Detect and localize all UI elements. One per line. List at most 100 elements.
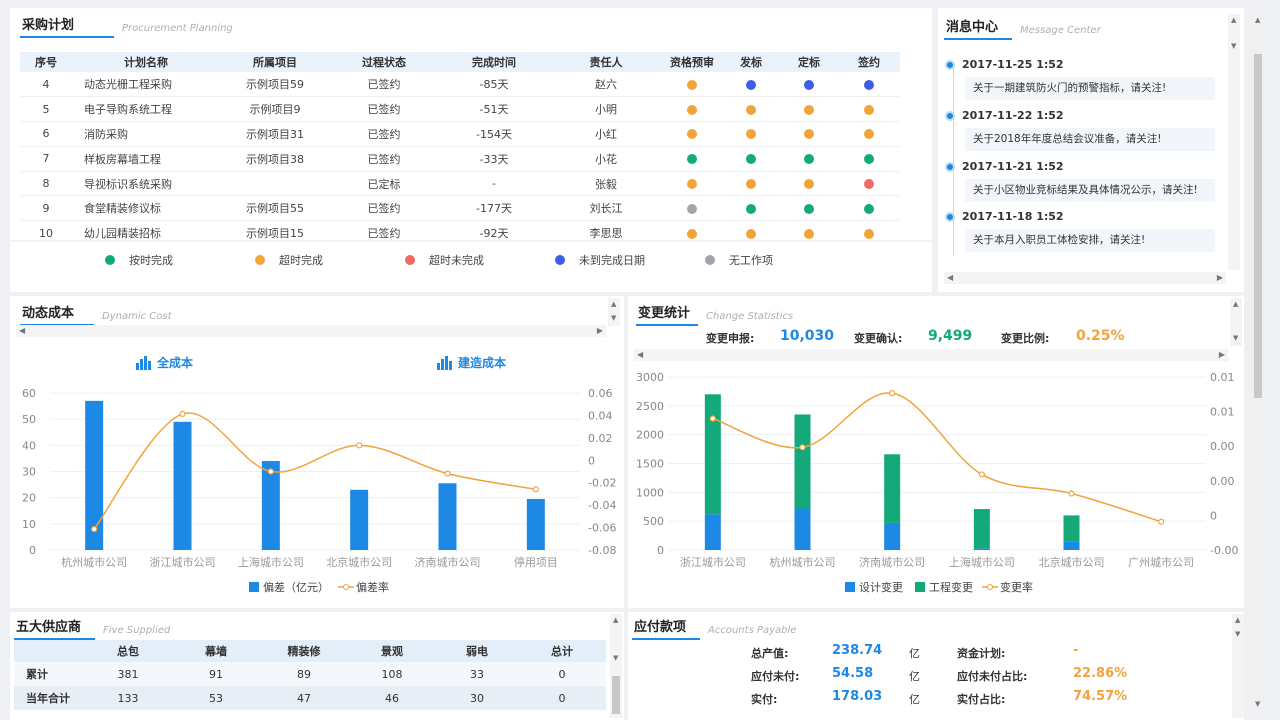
cell-name: 电子导购系统工程 [72,96,220,123]
cell-stage [662,171,722,197]
scroll-left-icon[interactable]: ◀ [19,326,26,335]
change-rate-line [712,392,1162,523]
table-row[interactable]: 7 样板房幕墙工程 示例项目38 已签约 -33天 小花 [20,146,900,172]
table-row[interactable]: 10 幼儿园精装招标 示例项目15 已签约 -92天 李思思 [20,220,900,240]
change-confirm-label: 变更确认: [854,332,903,345]
col-award: 定标 [780,52,838,72]
legend-item[interactable]: 无工作项 [705,252,773,268]
scroll-down-icon[interactable]: ▼ [611,314,617,322]
scroll-left-icon[interactable]: ◀ [637,350,644,359]
cell-stage [780,72,838,98]
change-stats-vscroll[interactable]: ▲ ▼ [1230,298,1242,346]
orange-status-dot [687,228,697,239]
scroll-down-icon[interactable]: ▼ [1233,334,1239,342]
payables-vscroll[interactable]: ▲ ▼ [1232,614,1244,718]
suppliers-title: 五大供应商 Five Supplied [14,610,170,640]
timeline-dot-icon [945,211,955,222]
table-row[interactable]: 4 动态光栅工程采购 示例项目59 已签约 -85天 赵六 [20,72,900,98]
design-change-bar [794,508,811,550]
green-status-dot [864,154,874,165]
paid-label: 实付: [751,693,778,706]
legend-bar-swatch [249,582,259,592]
scroll-up-icon[interactable]: ▲ [1235,616,1241,624]
legend-label: 未到完成日期 [579,254,645,267]
rate-point [267,468,274,475]
cell-stage [662,220,722,240]
orange-status-dot [804,104,814,115]
scroll-up-icon[interactable]: ▲ [1231,16,1237,24]
cell-stage [662,146,722,172]
timeline-dot-icon [945,161,955,172]
cell-time: -92天 [438,220,550,240]
dynamic-cost-title-text: 动态成本 [20,302,95,326]
orange-status-dot [864,104,874,115]
y2-tick-label: 0.01 [1210,406,1235,419]
scroll-right-icon[interactable]: ▶ [1216,273,1223,282]
scroll-up-icon[interactable]: ▲ [613,616,619,624]
page-vscroll[interactable]: ▲ ▼ [1252,14,1264,714]
page-scroll-thumb[interactable] [1254,54,1262,398]
y2-tick-label: 0.00 [1210,440,1235,453]
scroll-left-icon[interactable]: ◀ [947,273,954,282]
dynamic-cost-vscroll[interactable]: ▲ ▼ [608,298,620,326]
y-tick-label: 1000 [636,486,664,499]
cell-stage [838,96,900,123]
cell-no: 10 [20,220,72,240]
scroll-up-icon[interactable]: ▲ [1233,300,1239,308]
procurement-title-text: 采购计划 [20,14,115,38]
table-row[interactable]: 6 消防采购 示例项目31 已签约 -154天 小红 [20,121,900,147]
dynamic-cost-subtitle: Dynamic Cost [102,311,172,322]
paid-ratio-label: 实付占比: [957,693,1006,706]
cell-stage [662,195,722,222]
message-item[interactable]: 2017-11-18 1:52 关于本月入职员工体检安排，请关注! [945,210,1215,252]
supp-col-total: 总计 [518,640,606,662]
table-row[interactable]: 5 电子导购系统工程 示例项目9 已签约 -51天 小明 [20,96,900,123]
table-row[interactable]: 9 食堂精装修议标 示例项目55 已签约 -177天 刘长江 [20,195,900,222]
suppliers-vscroll[interactable]: ▲ ▼ [610,614,622,718]
supp-col-landscape: 景观 [348,640,436,662]
cell-name: 消防采购 [72,121,220,147]
scroll-down-icon[interactable]: ▼ [1231,42,1237,50]
legend-item[interactable]: 超时未完成 [405,252,484,268]
payables-title-text: 应付款项 [632,616,701,640]
message-vscroll[interactable]: ▲ ▼ [1228,14,1240,270]
scroll-right-icon[interactable]: ▶ [596,326,603,335]
cell-stage [722,96,780,123]
page-scroll-down-icon[interactable]: ▼ [1255,700,1261,708]
legend-item[interactable]: 未到完成日期 [555,252,645,268]
timeline-dot-icon [945,59,955,70]
x-tick-label: 北京城市公司 [326,555,392,569]
timeline-dot-icon [945,110,955,121]
change-stats-hscroll[interactable]: ◀ ▶ [634,349,1228,361]
tab-full-cost[interactable]: 全成本 [136,354,193,371]
message-item[interactable]: 2017-11-25 1:52 关于一期建筑防火门的预警指标，请关注! [945,58,1215,100]
scroll-down-icon[interactable]: ▼ [613,654,619,662]
scroll-right-icon[interactable]: ▶ [1218,350,1225,359]
blue-legend-dot [555,255,565,265]
change-stats-title-text: 变更统计 [636,302,699,326]
supp-cell: 53 [172,686,260,710]
table-row[interactable]: 8 导视标识系统采购 已定标 - 张毅 [20,171,900,197]
scroll-up-icon[interactable]: ▲ [611,300,617,308]
message-item[interactable]: 2017-11-22 1:52 关于2018年年度总结会议准备，请关注! [945,109,1215,151]
y-tick-label: 2500 [636,400,664,413]
unpaid-label: 应付未付: [751,670,800,683]
scroll-thumb[interactable] [612,676,620,714]
orange-status-dot [804,228,814,239]
cell-owner: 刘长江 [550,195,662,222]
cell-no: 6 [20,121,72,147]
message-hscroll[interactable]: ◀ ▶ [944,272,1226,284]
tab-build-cost[interactable]: 建造成本 [437,354,506,371]
page-scroll-up-icon[interactable]: ▲ [1255,16,1261,24]
col-prequal: 资格预审 [662,52,722,72]
dynamic-cost-hscroll[interactable]: ◀ ▶ [16,325,606,337]
cell-stage [838,171,900,197]
legend-item[interactable]: 超时完成 [255,252,323,268]
scroll-down-icon[interactable]: ▼ [1235,630,1241,638]
x-tick-label: 广州城市公司 [1128,555,1194,569]
message-item[interactable]: 2017-11-21 1:52 关于小区物业竞标结果及具体情况公示，请关注! [945,160,1215,202]
y2-tick-label: 0.01 [1210,371,1235,384]
col-no: 序号 [20,52,72,72]
y2-tick-label: 0.00 [1210,475,1235,488]
legend-item[interactable]: 按时完成 [105,252,173,268]
